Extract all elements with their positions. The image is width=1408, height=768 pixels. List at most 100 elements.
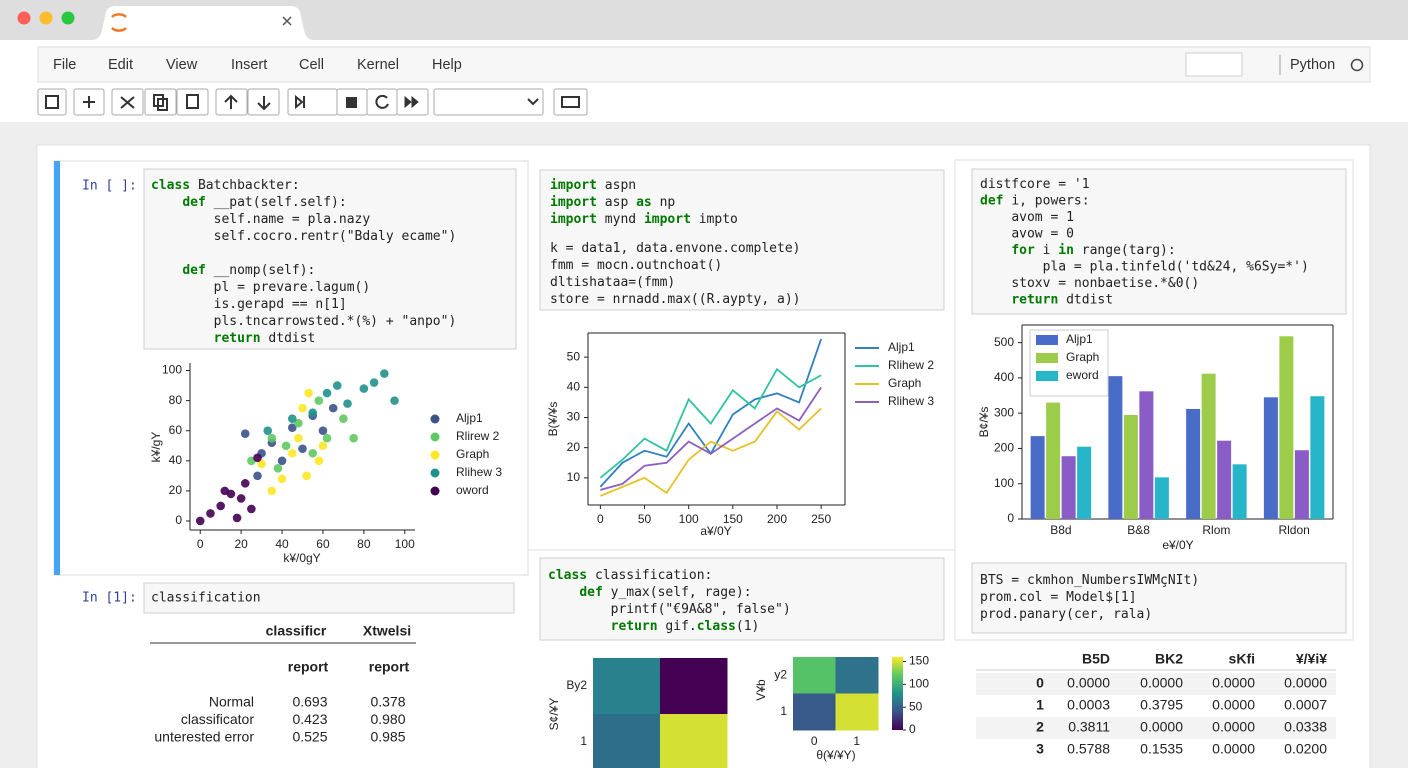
heatmap-cell bbox=[793, 657, 836, 694]
code-line: distfcore = '1 bbox=[980, 177, 1090, 192]
table-header: BK2 bbox=[1155, 651, 1183, 667]
copy-button[interactable] bbox=[144, 88, 177, 116]
scatter-point bbox=[343, 399, 352, 408]
bar bbox=[1263, 397, 1278, 519]
menu-item[interactable]: View bbox=[166, 57, 198, 73]
scatter-point bbox=[281, 441, 291, 451]
close-window[interactable] bbox=[17, 11, 31, 25]
code-line: is.gerapd == n[1] bbox=[151, 297, 347, 312]
keyboard-button[interactable] bbox=[553, 88, 588, 116]
bar bbox=[1046, 402, 1061, 519]
menu-item[interactable]: File bbox=[53, 57, 76, 73]
row-index: 1 bbox=[1036, 697, 1044, 713]
x-tick-label: 50 bbox=[638, 512, 652, 526]
scatter-point bbox=[302, 471, 311, 481]
y-tick-label: 80 bbox=[169, 393, 183, 407]
table-header: B5D bbox=[1082, 651, 1110, 667]
bar bbox=[1279, 336, 1294, 519]
kernel-status bbox=[1350, 58, 1364, 72]
y-tick-label: 1 bbox=[780, 704, 787, 718]
y-tick-label: y2 bbox=[774, 667, 787, 681]
legend-marker bbox=[1036, 335, 1058, 345]
code-line: self.name = pla.nazy bbox=[151, 212, 370, 227]
code-line: def __pat(self.self): bbox=[151, 195, 347, 210]
table-cell: 0.525 bbox=[292, 729, 327, 745]
menu-item[interactable]: Insert bbox=[231, 57, 267, 73]
table-cell: 0.0000 bbox=[1284, 675, 1327, 691]
menu-item[interactable]: Help bbox=[432, 57, 462, 73]
code-box[interactable] bbox=[539, 169, 945, 311]
table-cell: 0.0000 bbox=[1067, 675, 1110, 691]
legend-marker bbox=[430, 486, 440, 496]
menu-item[interactable]: Cell bbox=[299, 57, 324, 73]
code-box[interactable] bbox=[971, 562, 1347, 634]
legend-label: eword bbox=[1066, 368, 1099, 382]
scatter-point bbox=[247, 504, 256, 514]
y-tick-label: 500 bbox=[994, 335, 1014, 349]
scatter-point bbox=[263, 426, 273, 436]
scatter-point bbox=[308, 408, 318, 417]
x-tick-label: 80 bbox=[357, 537, 371, 551]
code-line: import aspn bbox=[550, 178, 636, 193]
x-tick-label: 60 bbox=[316, 537, 330, 551]
x-tick-label: 100 bbox=[395, 537, 415, 551]
paste-button[interactable] bbox=[176, 88, 209, 116]
scatter-point bbox=[253, 471, 262, 481]
save-button[interactable] bbox=[37, 88, 67, 116]
scatter-point bbox=[322, 388, 332, 398]
minimize-window[interactable] bbox=[39, 11, 53, 25]
code-line: class Batchbackter: bbox=[151, 178, 300, 193]
row-index: 0 bbox=[1036, 675, 1044, 691]
table-cell: 0.3795 bbox=[1140, 697, 1183, 713]
bar bbox=[1077, 446, 1092, 519]
scatter-point bbox=[359, 384, 369, 393]
y-tick-label: 20 bbox=[567, 440, 581, 454]
legend-label: Rlihew 2 bbox=[888, 358, 934, 372]
x-axis-label: e¥/0Y bbox=[1162, 538, 1193, 552]
y-axis-label: B(¥/¥s bbox=[546, 402, 560, 437]
x-axis-label: θ(¥/¥Y) bbox=[816, 748, 855, 762]
y-axis-label: S¢/¥Y bbox=[547, 698, 561, 731]
legend-label: Aljp1 bbox=[456, 411, 483, 425]
y-axis-label: V¥b bbox=[754, 679, 768, 701]
maximize-window[interactable] bbox=[61, 11, 75, 25]
menu-item[interactable]: Kernel bbox=[357, 57, 399, 73]
code-box[interactable] bbox=[539, 557, 945, 641]
y-tick-label: 20 bbox=[169, 483, 183, 497]
legend-marker bbox=[1036, 371, 1058, 381]
scatter-point bbox=[304, 388, 313, 398]
code-box[interactable] bbox=[143, 168, 517, 350]
heatmap-cell bbox=[835, 693, 879, 731]
restart-button[interactable] bbox=[366, 88, 398, 116]
y-tick-label: 60 bbox=[169, 423, 183, 437]
heatmap-cell bbox=[593, 658, 661, 715]
x-tick-label: Rlom bbox=[1202, 523, 1230, 537]
cell-type-dropdown[interactable] bbox=[433, 88, 544, 116]
table-cell: 0.1535 bbox=[1140, 741, 1183, 757]
scatter-point bbox=[220, 486, 230, 496]
scatter-point bbox=[318, 441, 328, 451]
menu-item[interactable]: Edit bbox=[108, 57, 133, 73]
x-tick-label: 0 bbox=[197, 537, 204, 551]
scatter-point bbox=[206, 509, 215, 518]
scatter-point bbox=[253, 453, 262, 463]
scatter-point bbox=[240, 429, 250, 439]
code-line: store = nrnadd.max((R.aypty, a)) bbox=[550, 292, 801, 307]
scatter-point bbox=[322, 433, 332, 443]
input-box[interactable] bbox=[143, 582, 515, 614]
table-cell: 0.0000 bbox=[1140, 675, 1183, 691]
y-tick-label: 0 bbox=[175, 513, 182, 527]
table-header: classificr bbox=[266, 623, 327, 639]
scatter-point bbox=[332, 381, 342, 390]
x-tick-label: B&8 bbox=[1127, 523, 1150, 537]
table-cell: 0.980 bbox=[370, 711, 405, 727]
code-box[interactable] bbox=[971, 168, 1347, 315]
input-text: classification bbox=[151, 591, 261, 606]
legend-marker bbox=[430, 432, 440, 442]
y-axis-label: k¥/gY bbox=[149, 432, 163, 463]
scatter-point bbox=[257, 459, 266, 469]
browser-tab[interactable] bbox=[92, 6, 314, 40]
code-line: fmm = mocn.outnchoat() bbox=[550, 258, 722, 273]
jupyter-logo bbox=[111, 13, 127, 32]
tab-close[interactable] bbox=[282, 16, 292, 26]
